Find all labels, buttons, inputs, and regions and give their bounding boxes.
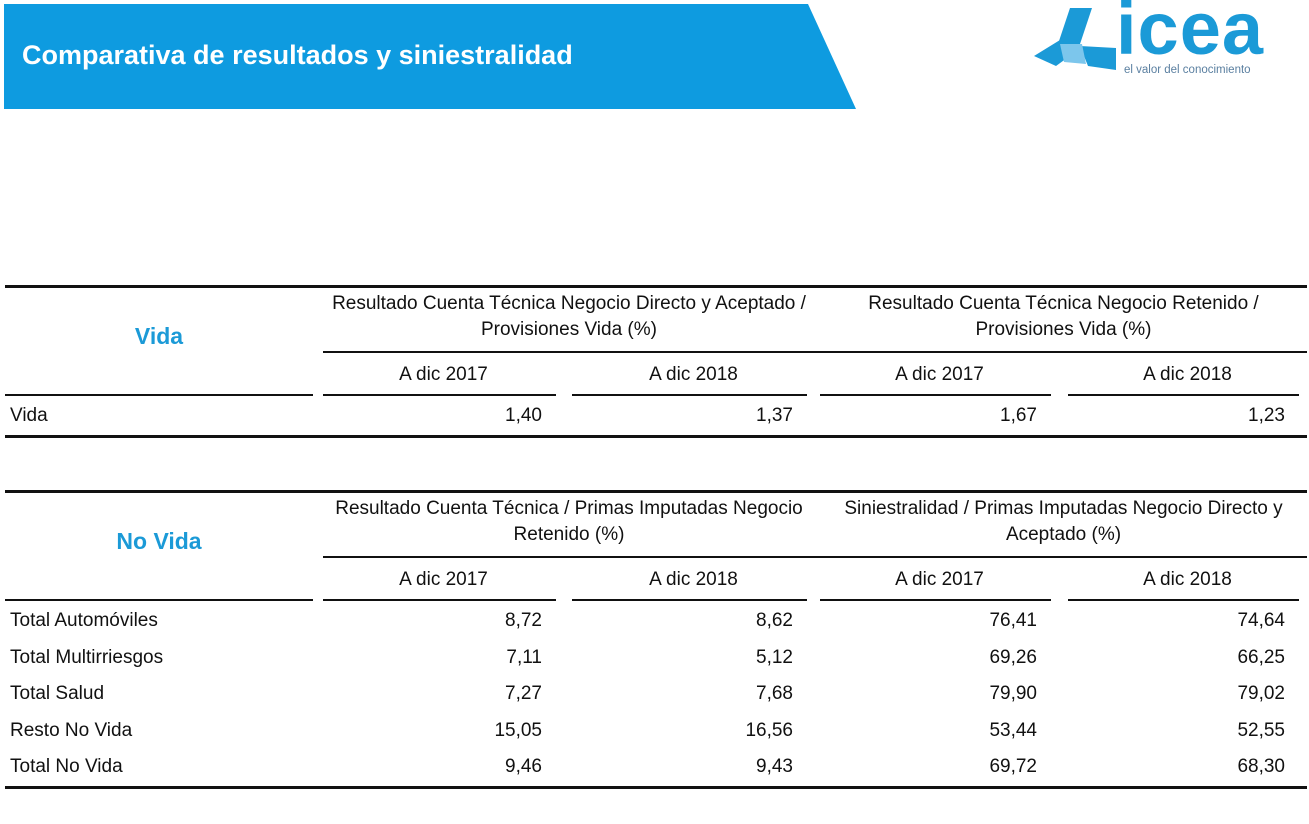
column-header: A dic 2017 [399, 569, 488, 590]
row-label: Total Multirriesgos [10, 646, 164, 668]
rule [1068, 394, 1299, 396]
logo-name: icea [1116, 0, 1265, 70]
cell-value: 79,02 [1237, 683, 1285, 704]
rule [5, 599, 313, 601]
cell-value: 7,11 [506, 646, 542, 668]
column-header: A dic 2018 [649, 364, 738, 385]
cell-value: 9,43 [756, 756, 793, 777]
rule [572, 394, 807, 396]
section-label: No Vida [116, 528, 202, 554]
rule [323, 351, 1307, 353]
group-header: Resultado Cuenta Técnica Negocio Directo… [332, 293, 806, 340]
banner-shape [4, 4, 856, 109]
logo-tagline: el valor del conocimiento [1124, 64, 1251, 76]
rule [572, 599, 807, 601]
rule [5, 490, 1307, 493]
cell-value: 16,56 [745, 719, 793, 741]
column-header: A dic 2017 [895, 364, 984, 385]
cell-value: 52,55 [1237, 719, 1285, 741]
rule [820, 394, 1051, 396]
group-header: Resultado Cuenta Técnica Negocio Retenid… [868, 293, 1259, 340]
column-header: A dic 2018 [649, 569, 738, 590]
cell-value: 7,68 [756, 683, 793, 704]
rule [5, 394, 313, 396]
cell-value: 69,72 [989, 756, 1037, 777]
header-banner [4, 4, 856, 109]
rule [323, 599, 556, 601]
cell-value: 1,40 [505, 405, 542, 426]
page-title: Comparativa de resultados y siniestralid… [22, 40, 573, 70]
column-header: A dic 2018 [1143, 364, 1232, 385]
cell-value: 79,90 [989, 683, 1037, 704]
cell-value: 53,44 [989, 719, 1037, 741]
cell-value: 1,37 [756, 405, 793, 426]
rule [1068, 599, 1299, 601]
row-label: Resto No Vida [10, 719, 133, 741]
section-label: Vida [134, 323, 184, 349]
cell-value: 7,27 [505, 683, 542, 704]
cell-value: 8,72 [505, 610, 542, 631]
row-label: Total Salud [10, 683, 105, 704]
column-header: A dic 2018 [1143, 569, 1232, 590]
rule [820, 599, 1051, 601]
group-header: Resultado Cuenta Técnica / Primas Imputa… [335, 498, 803, 545]
rule [323, 394, 556, 396]
cell-value: 68,30 [1237, 756, 1285, 777]
cell-value: 1,23 [1248, 405, 1285, 426]
row-label: Vida [10, 405, 48, 426]
rule [5, 285, 1307, 288]
rule [5, 435, 1307, 438]
cell-value: 5,12 [756, 646, 793, 668]
logo-icon [1034, 8, 1116, 70]
group-header: Siniestralidad / Primas Imputadas Negoci… [844, 498, 1283, 545]
rule [5, 786, 1307, 789]
cell-value: 76,41 [989, 610, 1037, 631]
rule [323, 556, 1307, 558]
cell-value: 9,46 [505, 756, 542, 777]
cell-value: 69,26 [989, 646, 1037, 668]
row-label: Total No Vida [10, 756, 123, 777]
column-header: A dic 2017 [399, 364, 488, 385]
cell-value: 8,62 [756, 610, 793, 631]
cell-value: 74,64 [1237, 610, 1285, 631]
cell-value: 1,67 [1000, 405, 1037, 426]
row-label: Total Automóviles [10, 610, 158, 631]
column-header: A dic 2017 [895, 569, 984, 590]
cell-value: 15,05 [494, 719, 542, 741]
cell-value: 66,25 [1237, 646, 1285, 668]
